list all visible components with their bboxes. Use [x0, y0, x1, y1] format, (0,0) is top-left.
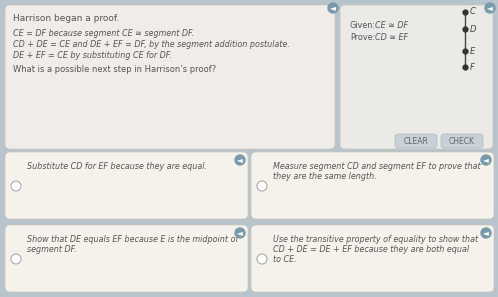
Circle shape [11, 181, 21, 191]
Circle shape [328, 3, 338, 13]
Text: ◄: ◄ [330, 4, 336, 12]
Text: Given:: Given: [350, 21, 376, 30]
Text: CE = DF because segment CE ≅ segment DF.: CE = DF because segment CE ≅ segment DF. [13, 29, 194, 38]
FancyBboxPatch shape [251, 225, 494, 292]
FancyBboxPatch shape [441, 134, 483, 148]
Text: CLEAR: CLEAR [403, 137, 428, 146]
FancyBboxPatch shape [5, 152, 248, 219]
FancyBboxPatch shape [5, 5, 335, 149]
Circle shape [485, 3, 495, 13]
Circle shape [481, 155, 491, 165]
FancyBboxPatch shape [251, 152, 494, 219]
Text: C: C [470, 7, 476, 17]
Text: Substitute CD for EF because they are equal.: Substitute CD for EF because they are eq… [27, 162, 207, 171]
Text: D: D [470, 24, 477, 34]
Circle shape [11, 254, 21, 264]
Circle shape [235, 155, 245, 165]
Text: segment DF.: segment DF. [27, 245, 77, 254]
Text: ◄: ◄ [483, 156, 489, 165]
Text: CE ≅ DF: CE ≅ DF [375, 21, 408, 30]
Text: ◄: ◄ [487, 4, 493, 12]
Text: Harrison began a proof.: Harrison began a proof. [13, 14, 120, 23]
FancyBboxPatch shape [395, 134, 437, 148]
FancyBboxPatch shape [5, 225, 248, 292]
Text: Use the transitive property of equality to show that: Use the transitive property of equality … [273, 235, 478, 244]
Text: to CE.: to CE. [273, 255, 297, 264]
Text: Measure segment CD and segment EF to prove that: Measure segment CD and segment EF to pro… [273, 162, 481, 171]
Text: CD ≅ EF: CD ≅ EF [375, 33, 408, 42]
FancyBboxPatch shape [340, 5, 493, 149]
Text: CD + DE = CE and DE + EF = DF, by the segment addition postulate.: CD + DE = CE and DE + EF = DF, by the se… [13, 40, 290, 49]
Text: Prove:: Prove: [350, 33, 375, 42]
Text: ◄: ◄ [237, 228, 243, 238]
Text: F: F [470, 62, 475, 72]
Text: they are the same length.: they are the same length. [273, 172, 377, 181]
Circle shape [235, 228, 245, 238]
Text: ◄: ◄ [237, 156, 243, 165]
Text: ◄: ◄ [483, 228, 489, 238]
Text: Show that DE equals EF because E is the midpoint of: Show that DE equals EF because E is the … [27, 235, 238, 244]
Circle shape [257, 181, 267, 191]
Circle shape [257, 254, 267, 264]
Text: CHECK: CHECK [449, 137, 475, 146]
Text: What is a possible next step in Harrison’s proof?: What is a possible next step in Harrison… [13, 65, 216, 74]
Circle shape [481, 228, 491, 238]
Text: CD + DE = DE + EF because they are both equal: CD + DE = DE + EF because they are both … [273, 245, 469, 254]
Text: E: E [470, 47, 475, 56]
Text: DE + EF = CE by substituting CE for DF.: DE + EF = CE by substituting CE for DF. [13, 51, 172, 60]
